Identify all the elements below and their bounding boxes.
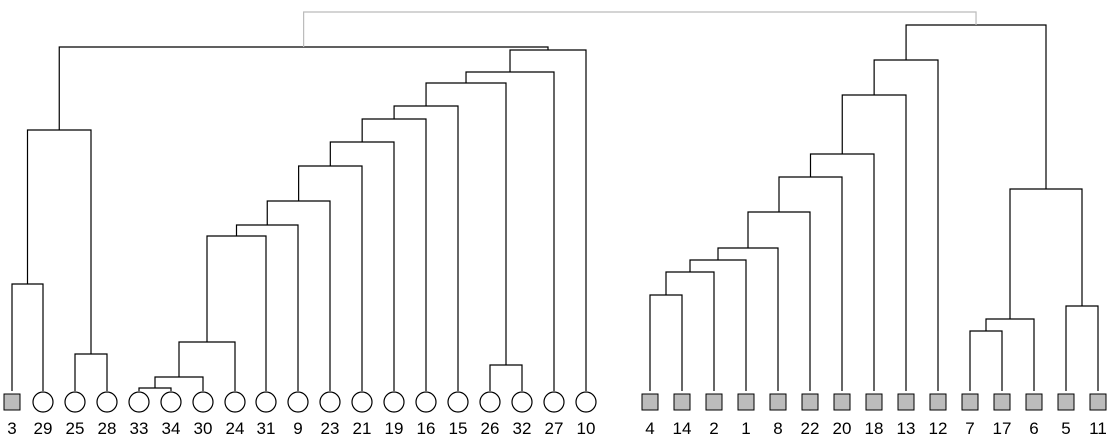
circle-leaf-node [351,391,373,413]
leaf-label: 5 [1061,419,1070,438]
dendrogram-link [509,49,587,391]
square-leaf-node [737,393,755,411]
leaf-label: 23 [321,419,340,438]
leaf-label: 9 [293,419,302,438]
leaf-label: 8 [773,419,782,438]
dendrogram-link [11,283,44,391]
leaf-label: 27 [545,419,564,438]
circle-leaf-node [511,391,533,413]
square-leaf-node [673,393,691,411]
circle-leaf-node [479,391,501,413]
leaf-label: 13 [897,419,916,438]
leaf-label: 16 [417,419,436,438]
leaf-label: 24 [226,419,245,438]
dendrogram-link [689,259,747,391]
dendrogram-link [747,211,811,391]
square-leaf-node [641,393,659,411]
dendrogram-link [178,341,236,391]
dendrogram-link [905,24,1047,189]
square-leaf-node [993,393,1011,411]
leaf-label: 19 [385,419,404,438]
leaf-label: 7 [965,419,974,438]
dendrogram-link [1065,305,1099,391]
circle-leaf-node [96,391,118,413]
leaf-label: 6 [1029,419,1038,438]
dendrogram-link [1009,188,1083,319]
leaf-label: 33 [130,419,149,438]
dendrogram-link [206,235,267,391]
circle-leaf-node [287,391,309,413]
dendrogram-link [649,294,683,391]
circle-leaf-node [224,391,246,413]
leaf-label: 30 [194,419,213,438]
leaf-label: 34 [162,419,181,438]
square-leaf-node [801,393,819,411]
leaf-label: 31 [257,419,276,438]
circle-leaf-node [543,391,565,413]
square-leaf-node [705,393,723,411]
leaf-label: 29 [34,419,53,438]
square-leaf-node [833,393,851,411]
leaf-label: 14 [673,419,692,438]
leaf-label: 17 [993,419,1012,438]
dendrogram-link [138,387,172,391]
root-link [303,11,977,47]
leaf-label: 12 [929,419,948,438]
dendrogram-link [266,200,331,391]
circle-leaf-node [160,391,182,413]
leaf-label: 11 [1089,419,1107,438]
dendrogram-link [465,71,555,391]
square-leaf-node [865,393,883,411]
circle-leaf-node [192,391,214,413]
leaf-label: 21 [353,419,372,438]
leaf-label: 32 [513,419,532,438]
dendrogram-link [665,271,715,391]
leaf-label: 28 [98,419,117,438]
leaf-label: 25 [66,419,85,438]
dendrogram-link [985,318,1035,391]
dendrogram-link [26,129,92,354]
circle-leaf-node [383,391,405,413]
dendrogram-link [235,224,299,391]
square-leaf-node [3,393,21,411]
circle-leaf-node [575,391,597,413]
leaf-label: 20 [833,419,852,438]
square-leaf-node [1089,393,1107,411]
circle-leaf-node [32,391,54,413]
circle-leaf-node [64,391,86,413]
leaf-label: 2 [709,419,718,438]
square-leaf-node [961,393,979,411]
circle-leaf-node [255,391,277,413]
leaf-label: 18 [865,419,884,438]
leaf-label: 15 [449,419,468,438]
dendrogram-links [11,11,1099,391]
dendrogram-link [154,376,204,391]
dendrogram-link [489,364,523,391]
square-leaf-node [769,393,787,411]
circle-leaf-node [447,391,469,413]
circle-leaf-node [415,391,437,413]
dendrogram-link [717,247,779,391]
dendrogram-link [425,82,507,365]
square-leaf-node [1025,393,1043,411]
square-leaf-node [1057,393,1075,411]
square-leaf-node [897,393,915,411]
leaf-label: 4 [645,419,654,438]
circle-leaf-node [319,391,341,413]
leaf-label: 10 [577,419,596,438]
dendrogram-link [74,353,108,391]
leaf-labels: 3 29 25 28 33 34 30 24 31 9 23 21 19 16 15 26 32 27 10 4 14 2… [7,419,1107,438]
dendrogram-link [58,46,549,130]
leaf-label: 22 [801,419,820,438]
dendrogram-link [969,330,1003,391]
leaf-label: 1 [741,419,750,438]
leaf-label: 3 [7,419,16,438]
leaf-nodes [3,391,1107,413]
circle-leaf-node [128,391,150,413]
square-leaf-node [929,393,947,411]
leaf-label: 26 [481,419,500,438]
